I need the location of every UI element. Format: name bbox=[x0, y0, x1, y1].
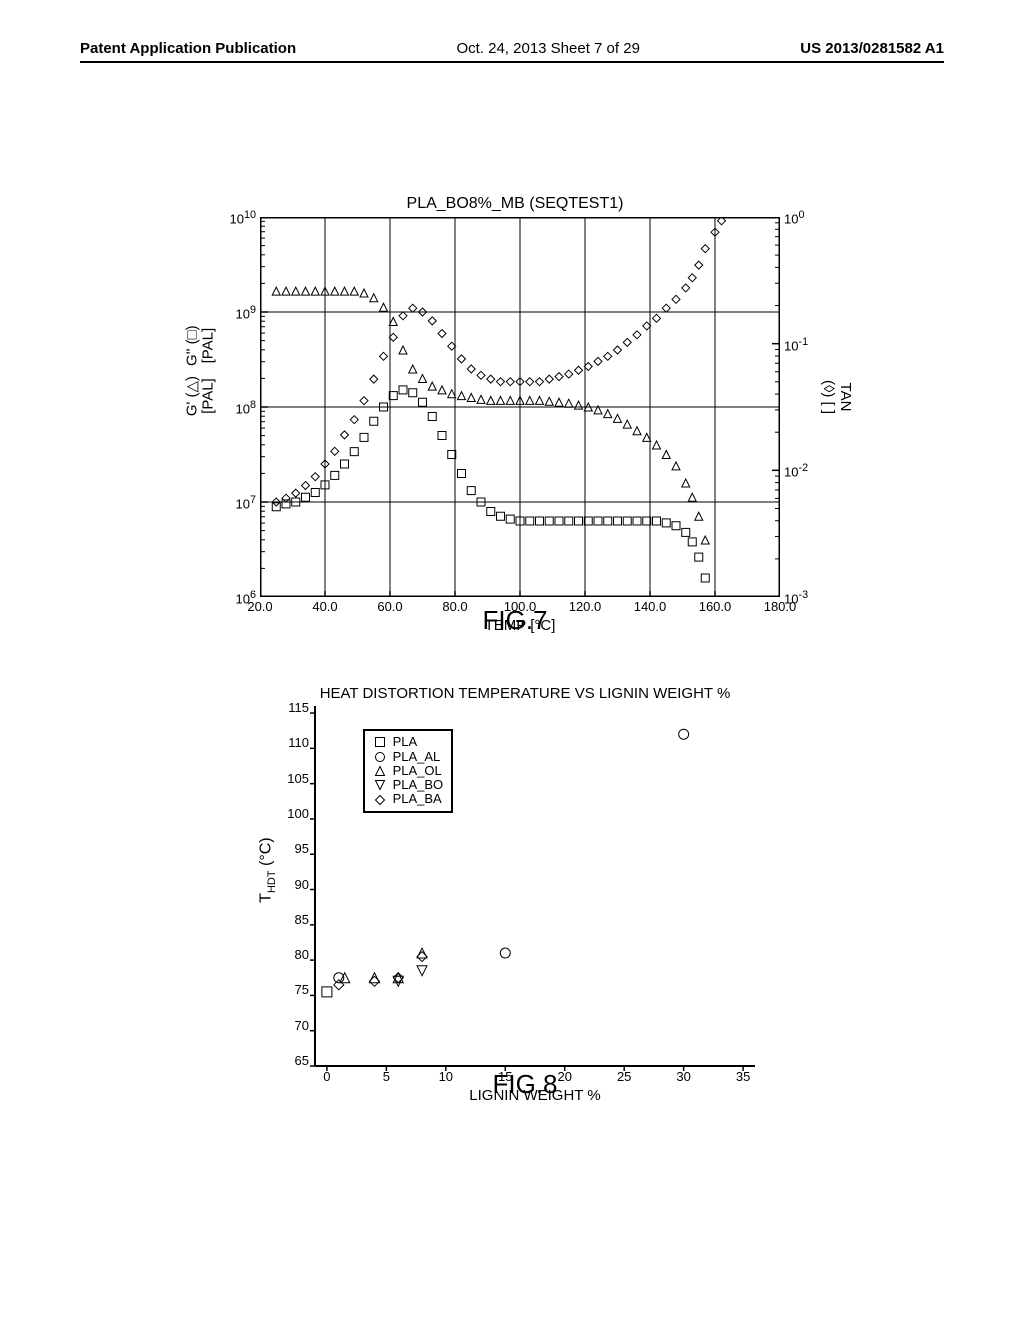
fig7-svg bbox=[260, 217, 780, 597]
triangle-icon bbox=[373, 764, 387, 778]
legend-label: PLA_AL bbox=[393, 750, 441, 764]
fig7-yl-tick: 109 bbox=[220, 304, 256, 321]
fig7-yr-tick: 100 bbox=[784, 209, 824, 226]
fig7-x-label: TEMP [°C] bbox=[260, 617, 780, 634]
legend-item: PLA bbox=[373, 735, 444, 749]
fig7-yl-tick: 108 bbox=[220, 399, 256, 416]
page-header: Patent Application Publication Oct. 24, … bbox=[80, 40, 944, 63]
fig7-x-tick: 40.0 bbox=[305, 599, 345, 614]
fig7-y-right-axis-label: TAN(◊) [ ] bbox=[820, 380, 854, 414]
fig7-x-tick: 120.0 bbox=[565, 599, 605, 614]
fig8-x-tick: 15 bbox=[490, 1069, 520, 1084]
fig7-x-tick: 160.0 bbox=[695, 599, 735, 614]
fig8-x-tick: 35 bbox=[728, 1069, 758, 1084]
fig7-plot: 20.040.060.080.0100.0120.0140.0160.0180.… bbox=[260, 217, 780, 597]
circle-icon bbox=[373, 750, 387, 764]
legend-item: PLA_OL bbox=[373, 764, 444, 778]
header-left: Patent Application Publication bbox=[80, 40, 296, 57]
figure-7: PLA_BO8%_MB (SEQTEST1) 20.040.060.080.01… bbox=[230, 195, 800, 636]
fig7-x-tick: 100.0 bbox=[500, 599, 540, 614]
legend-label: PLA bbox=[393, 735, 418, 749]
fig7-yl-tick: 1010 bbox=[220, 209, 256, 226]
legend-item: PLA_BO bbox=[373, 778, 444, 792]
header-mid: Oct. 24, 2013 Sheet 7 of 29 bbox=[456, 40, 639, 57]
fig8-title: HEAT DISTORTION TEMPERATURE VS LIGNIN WE… bbox=[275, 685, 775, 702]
fig8-y-tick: 85 bbox=[277, 912, 309, 927]
square-icon bbox=[373, 735, 387, 749]
fig8-y-tick: 70 bbox=[277, 1018, 309, 1033]
header-right: US 2013/0281582 A1 bbox=[800, 40, 944, 57]
figure-8: HEAT DISTORTION TEMPERATURE VS LIGNIN WE… bbox=[275, 685, 775, 1100]
fig8-x-tick: 5 bbox=[371, 1069, 401, 1084]
fig7-x-tick: 60.0 bbox=[370, 599, 410, 614]
diamond-icon bbox=[373, 793, 387, 807]
fig7-y-left-axis-label: G' (△)[PAL] G'' (□)[PAL] bbox=[155, 355, 246, 387]
fig8-y-tick: 110 bbox=[277, 735, 309, 750]
fig8-plot: 0510152025303565707580859095100105110115… bbox=[315, 701, 755, 1061]
legend-item: PLA_BA bbox=[373, 792, 444, 806]
fig8-y-tick: 100 bbox=[277, 806, 309, 821]
legend-label: PLA_OL bbox=[393, 764, 442, 778]
fig8-y-tick: 105 bbox=[277, 771, 309, 786]
fig7-title: PLA_BO8%_MB (SEQTEST1) bbox=[230, 195, 800, 213]
fig8-x-tick: 30 bbox=[669, 1069, 699, 1084]
fig8-y-tick: 115 bbox=[277, 700, 309, 715]
fig8-x-tick: 20 bbox=[550, 1069, 580, 1084]
fig8-y-axis-label: THDT (°C) bbox=[235, 860, 300, 880]
fig8-y-tick: 80 bbox=[277, 947, 309, 962]
fig8-y-tick: 95 bbox=[277, 841, 309, 856]
legend-label: PLA_BA bbox=[393, 792, 442, 806]
fig8-x-label: LIGNIN WEIGHT % bbox=[315, 1087, 755, 1104]
triangle-down-icon bbox=[373, 778, 387, 792]
fig7-x-tick: 80.0 bbox=[435, 599, 475, 614]
legend-item: PLA_AL bbox=[373, 750, 444, 764]
fig7-yl-tick: 107 bbox=[220, 494, 256, 511]
legend-label: PLA_BO bbox=[393, 778, 444, 792]
fig7-yr-tick: 10-3 bbox=[784, 589, 824, 606]
fig7-yl-tick: 106 bbox=[220, 589, 256, 606]
fig8-y-tick: 65 bbox=[277, 1053, 309, 1068]
fig8-x-tick: 10 bbox=[431, 1069, 461, 1084]
fig7-yr-tick: 10-1 bbox=[784, 336, 824, 353]
fig8-y-tick: 75 bbox=[277, 982, 309, 997]
fig8-x-tick: 0 bbox=[312, 1069, 342, 1084]
fig8-x-tick: 25 bbox=[609, 1069, 639, 1084]
fig8-legend: PLAPLA_ALPLA_OLPLA_BOPLA_BA bbox=[363, 729, 454, 812]
fig7-x-tick: 140.0 bbox=[630, 599, 670, 614]
fig7-yr-tick: 10-2 bbox=[784, 462, 824, 479]
